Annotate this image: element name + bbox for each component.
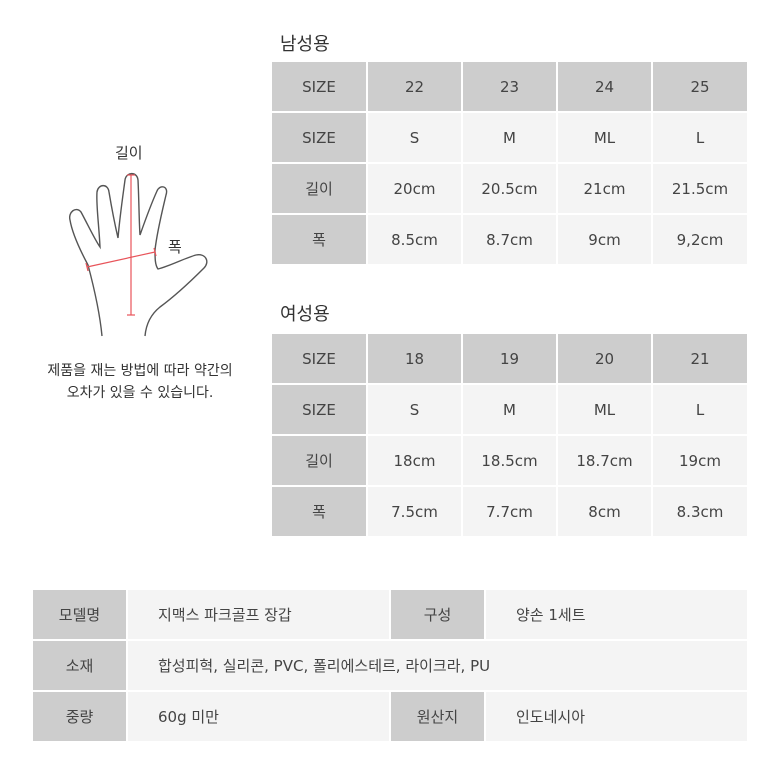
composition-label: 구성 (391, 590, 484, 639)
table-cell: 21cm (558, 164, 651, 213)
length-label: 길이 (115, 144, 143, 162)
table-cell: 7.7cm (463, 487, 556, 536)
women-size-table: SIZE 18 19 20 21 SIZE S M ML L 길이 18cm 18.5cm 18.7cm 1… (272, 334, 747, 536)
width-label: 폭 (168, 238, 182, 256)
length-measure-line (127, 174, 135, 316)
table-cell: S (368, 385, 461, 434)
table-cell: S (368, 113, 461, 162)
table-cell: 9,2cm (653, 215, 747, 264)
product-info-table: 모델명 지맥스 파크골프 장갑 구성 양손 1세트 소재 합성피혁, 실리콘, … (33, 590, 747, 741)
table-cell: M (463, 385, 556, 434)
material-label: 소재 (33, 641, 126, 690)
women-title: 여성용 (280, 304, 330, 325)
table-cell: 7.5cm (368, 487, 461, 536)
table-cell: 19cm (653, 436, 747, 485)
header-cell: 24 (558, 62, 651, 111)
table-cell: 8.7cm (463, 215, 556, 264)
header-cell: 19 (463, 334, 556, 383)
width-measure-line (85, 247, 157, 272)
origin-label: 원산지 (391, 692, 484, 741)
table-cell: 8.3cm (653, 487, 747, 536)
header-cell: 25 (653, 62, 747, 111)
model-value: 지맥스 파크골프 장갑 (128, 590, 389, 639)
table-cell: 9cm (558, 215, 651, 264)
hand-outline-icon (68, 172, 208, 337)
header-cell: 23 (463, 62, 556, 111)
row-label-cell: SIZE (272, 113, 366, 162)
table-cell: ML (558, 385, 651, 434)
weight-label: 중량 (33, 692, 126, 741)
header-cell: 18 (368, 334, 461, 383)
weight-value: 60g 미만 (128, 692, 389, 741)
table-cell: 20.5cm (463, 164, 556, 213)
table-cell: L (653, 113, 747, 162)
row-label-cell: 길이 (272, 436, 366, 485)
table-cell: 8cm (558, 487, 651, 536)
men-title: 남성용 (280, 34, 330, 55)
note-line: 제품을 재는 방법에 따라 약간의 (47, 363, 233, 379)
model-label: 모델명 (33, 590, 126, 639)
composition-value: 양손 1세트 (486, 590, 747, 639)
header-cell: 21 (653, 334, 747, 383)
header-cell: 20 (558, 334, 651, 383)
note-line: 오차가 있을 수 있습니다. (66, 385, 214, 401)
row-label-cell: 폭 (272, 487, 366, 536)
table-cell: 20cm (368, 164, 461, 213)
header-cell: 22 (368, 62, 461, 111)
row-label-cell: 폭 (272, 215, 366, 264)
table-cell: ML (558, 113, 651, 162)
table-cell: 8.5cm (368, 215, 461, 264)
table-cell: 21.5cm (653, 164, 747, 213)
table-cell: M (463, 113, 556, 162)
header-cell: SIZE (272, 334, 366, 383)
row-label-cell: SIZE (272, 385, 366, 434)
header-cell: SIZE (272, 62, 366, 111)
measurement-note: 제품을 재는 방법에 따라 약간의 오차가 있을 수 있습니다. (20, 360, 260, 404)
origin-value: 인도네시아 (486, 692, 747, 741)
table-cell: L (653, 385, 747, 434)
men-size-table: SIZE 22 23 24 25 SIZE S M ML L 길이 20cm 20.5cm 21cm 21.… (272, 62, 747, 264)
material-value: 합성피혁, 실리콘, PVC, 폴리에스테르, 라이크라, PU (128, 641, 747, 690)
row-label-cell: 길이 (272, 164, 366, 213)
table-cell: 18cm (368, 436, 461, 485)
table-cell: 18.7cm (558, 436, 651, 485)
table-cell: 18.5cm (463, 436, 556, 485)
